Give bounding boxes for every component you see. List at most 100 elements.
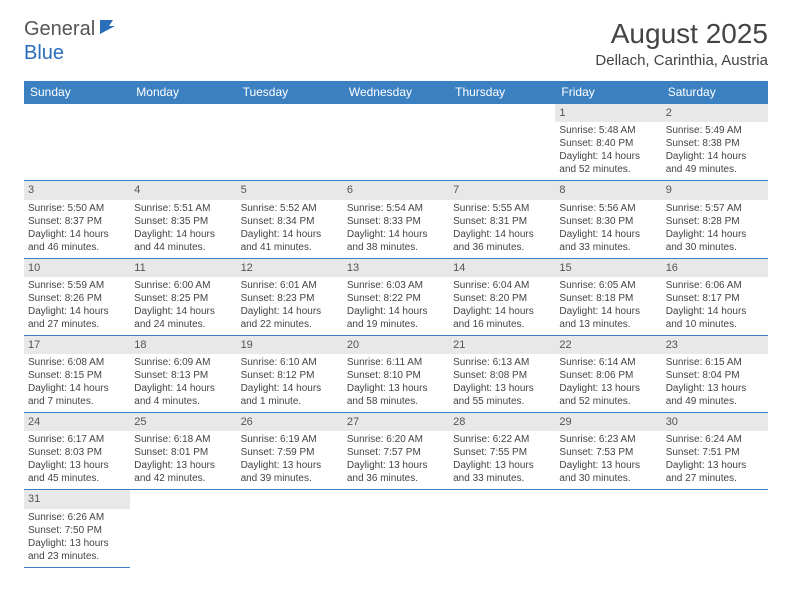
calendar-cell: 25 Sunrise: 6:18 AMSunset: 8:01 PMDayligh… <box>130 413 236 490</box>
calendar-cell: 27Sunrise: 6:20 AMSunset: 7:57 PMDayligh… <box>343 413 449 490</box>
calendar-cell: 10 Sunrise: 5:59 AMSunset: 8:26 PMDayligh… <box>24 258 130 335</box>
calendar-row: 1 Sunrise: 5:48 AMSunset: 8:40 PMDaylight… <box>24 104 768 181</box>
weekday-header: Wednesday <box>343 81 449 104</box>
day-info: Sunrise: 5:54 AMSunset: 8:33 PMDaylight:… <box>347 202 445 254</box>
day-info: Sunrise: 6:03 AMSunset: 8:22 PMDaylight:… <box>347 279 445 331</box>
day-number: 26 <box>237 413 343 431</box>
location: Dellach, Carinthia, Austria <box>595 52 768 69</box>
calendar-table: SundayMondayTuesdayWednesdayThursdayFrid… <box>24 81 768 568</box>
day-number: 2 <box>662 104 768 122</box>
day-info: Sunrise: 6:05 AMSunset: 8:18 PMDaylight:… <box>559 279 657 331</box>
calendar-cell: 22Sunrise: 6:14 AMSunset: 8:06 PMDayligh… <box>555 335 661 412</box>
day-info: Sunrise: 6:11 AMSunset: 8:10 PMDaylight:… <box>347 356 445 408</box>
calendar-cell: 23Sunrise: 6:15 AMSunset: 8:04 PMDayligh… <box>662 335 768 412</box>
day-info: Sunrise: 6:17 AMSunset: 8:03 PMDaylight:… <box>28 433 126 485</box>
calendar-cell-empty <box>237 104 343 181</box>
page: General August 2025 Dellach, Carinthia, … <box>0 0 792 586</box>
logo-blue-wrap: Blue <box>24 42 64 65</box>
day-info: Sunrise: 5:55 AMSunset: 8:31 PMDaylight:… <box>453 202 551 254</box>
calendar-cell: 12Sunrise: 6:01 AMSunset: 8:23 PMDayligh… <box>237 258 343 335</box>
day-number: 10 <box>24 259 130 277</box>
day-number: 8 <box>555 181 661 199</box>
calendar-cell: 14Sunrise: 6:04 AMSunset: 8:20 PMDayligh… <box>449 258 555 335</box>
day-number: 18 <box>130 336 236 354</box>
day-info: Sunrise: 5:57 AMSunset: 8:28 PMDaylight:… <box>666 202 764 254</box>
day-info: Sunrise: 6:09 AMSunset: 8:13 PMDaylight:… <box>134 356 232 408</box>
calendar-cell: 3Sunrise: 5:50 AMSunset: 8:37 PMDaylight… <box>24 181 130 258</box>
calendar-cell-empty <box>130 490 236 567</box>
day-info: Sunrise: 5:56 AMSunset: 8:30 PMDaylight:… <box>559 202 657 254</box>
day-number: 19 <box>237 336 343 354</box>
calendar-cell-empty <box>24 104 130 181</box>
day-number: 29 <box>555 413 661 431</box>
calendar-row: 10 Sunrise: 5:59 AMSunset: 8:26 PMDayligh… <box>24 258 768 335</box>
day-info: Sunrise: 6:22 AMSunset: 7:55 PMDaylight:… <box>453 433 551 485</box>
day-number: 11 <box>130 259 236 277</box>
calendar-cell: 30 Sunrise: 6:24 AMSunset: 7:51 PMDayligh… <box>662 413 768 490</box>
day-number: 9 <box>662 181 768 199</box>
calendar-cell: 17 Sunrise: 6:08 AMSunset: 8:15 PMDayligh… <box>24 335 130 412</box>
day-number: 17 <box>24 336 130 354</box>
day-info: Sunrise: 5:48 AMSunset: 8:40 PMDaylight:… <box>559 124 657 176</box>
day-number: 28 <box>449 413 555 431</box>
day-number: 1 <box>555 104 661 122</box>
day-number: 14 <box>449 259 555 277</box>
day-info: Sunrise: 6:20 AMSunset: 7:57 PMDaylight:… <box>347 433 445 485</box>
day-info: Sunrise: 6:08 AMSunset: 8:15 PMDaylight:… <box>28 356 126 408</box>
logo: General <box>24 18 123 41</box>
calendar-cell-empty <box>662 490 768 567</box>
day-number: 12 <box>237 259 343 277</box>
calendar-row: 24 Sunrise: 6:17 AMSunset: 8:03 PMDayligh… <box>24 413 768 490</box>
day-info: Sunrise: 5:59 AMSunset: 8:26 PMDaylight:… <box>28 279 126 331</box>
calendar-cell: 28 Sunrise: 6:22 AMSunset: 7:55 PMDayligh… <box>449 413 555 490</box>
day-number: 7 <box>449 181 555 199</box>
day-info: Sunrise: 6:19 AMSunset: 7:59 PMDaylight:… <box>241 433 339 485</box>
calendar-cell-empty <box>555 490 661 567</box>
day-info: Sunrise: 6:14 AMSunset: 8:06 PMDaylight:… <box>559 356 657 408</box>
calendar-cell: 31 Sunrise: 6:26 AMSunset: 7:50 PMDayligh… <box>24 490 130 567</box>
day-info: Sunrise: 6:15 AMSunset: 8:04 PMDaylight:… <box>666 356 764 408</box>
day-number: 6 <box>343 181 449 199</box>
calendar-cell: 1 Sunrise: 5:48 AMSunset: 8:40 PMDaylight… <box>555 104 661 181</box>
calendar-cell: 20Sunrise: 6:11 AMSunset: 8:10 PMDayligh… <box>343 335 449 412</box>
calendar-cell: 7 Sunrise: 5:55 AMSunset: 8:31 PMDaylight… <box>449 181 555 258</box>
calendar-cell-empty <box>449 490 555 567</box>
day-info: Sunrise: 6:26 AMSunset: 7:50 PMDaylight:… <box>28 511 126 563</box>
day-number: 4 <box>130 181 236 199</box>
day-info: Sunrise: 6:23 AMSunset: 7:53 PMDaylight:… <box>559 433 657 485</box>
calendar-cell: 6 Sunrise: 5:54 AMSunset: 8:33 PMDaylight… <box>343 181 449 258</box>
weekday-header: Sunday <box>24 81 130 104</box>
calendar-cell: 24 Sunrise: 6:17 AMSunset: 8:03 PMDayligh… <box>24 413 130 490</box>
calendar-cell-empty <box>449 104 555 181</box>
day-info: Sunrise: 5:50 AMSunset: 8:37 PMDaylight:… <box>28 202 126 254</box>
day-number: 15 <box>555 259 661 277</box>
day-number: 21 <box>449 336 555 354</box>
calendar-cell: 9 Sunrise: 5:57 AMSunset: 8:28 PMDaylight… <box>662 181 768 258</box>
calendar-cell-empty <box>343 490 449 567</box>
day-number: 25 <box>130 413 236 431</box>
calendar-cell: 13Sunrise: 6:03 AMSunset: 8:22 PMDayligh… <box>343 258 449 335</box>
day-number: 24 <box>24 413 130 431</box>
day-number: 16 <box>662 259 768 277</box>
calendar-body: 1 Sunrise: 5:48 AMSunset: 8:40 PMDaylight… <box>24 104 768 568</box>
calendar-cell: 11Sunrise: 6:00 AMSunset: 8:25 PMDayligh… <box>130 258 236 335</box>
calendar-row: 31 Sunrise: 6:26 AMSunset: 7:50 PMDayligh… <box>24 490 768 567</box>
day-info: Sunrise: 5:52 AMSunset: 8:34 PMDaylight:… <box>241 202 339 254</box>
header: General August 2025 Dellach, Carinthia, … <box>24 18 768 69</box>
flag-icon <box>99 18 121 41</box>
day-info: Sunrise: 6:18 AMSunset: 8:01 PMDaylight:… <box>134 433 232 485</box>
day-number: 30 <box>662 413 768 431</box>
calendar-cell: 16Sunrise: 6:06 AMSunset: 8:17 PMDayligh… <box>662 258 768 335</box>
day-info: Sunrise: 6:24 AMSunset: 7:51 PMDaylight:… <box>666 433 764 485</box>
calendar-cell: 5Sunrise: 5:52 AMSunset: 8:34 PMDaylight… <box>237 181 343 258</box>
calendar-cell: 19 Sunrise: 6:10 AMSunset: 8:12 PMDayligh… <box>237 335 343 412</box>
calendar-row: 3Sunrise: 5:50 AMSunset: 8:37 PMDaylight… <box>24 181 768 258</box>
logo-text-general: General <box>24 18 95 41</box>
day-info: Sunrise: 6:13 AMSunset: 8:08 PMDaylight:… <box>453 356 551 408</box>
weekday-header: Saturday <box>662 81 768 104</box>
day-info: Sunrise: 5:49 AMSunset: 8:38 PMDaylight:… <box>666 124 764 176</box>
weekday-header: Monday <box>130 81 236 104</box>
day-number: 31 <box>24 490 130 508</box>
title-block: August 2025 Dellach, Carinthia, Austria <box>595 18 768 69</box>
day-info: Sunrise: 6:10 AMSunset: 8:12 PMDaylight:… <box>241 356 339 408</box>
